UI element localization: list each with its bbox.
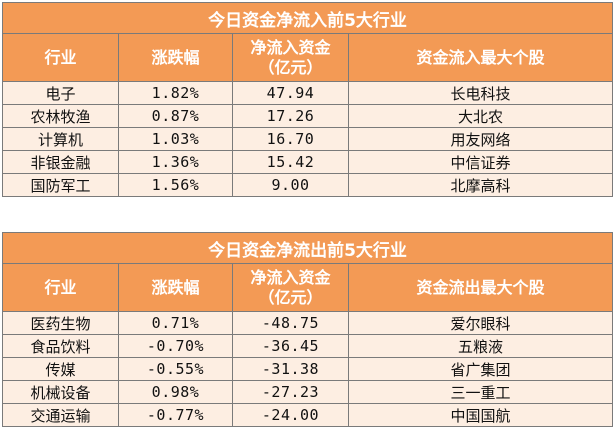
inflow-table: 今日资金净流入前5大行业 行业 涨跌幅 净流入资金 （亿元） 资金流入最大个股 …: [1, 2, 614, 197]
net-cell: 9.00: [232, 173, 349, 197]
outflow-header-net: 净流入资金 （亿元）: [232, 263, 349, 312]
stock-cell: 中信证券: [347, 150, 614, 174]
change-cell: -0.55%: [118, 357, 233, 381]
change-cell: -0.70%: [118, 334, 233, 358]
net-cell: -24.00: [232, 403, 349, 427]
outflow-header-net-line1: 净流入资金: [250, 267, 331, 287]
stock-cell: 省广集团: [347, 357, 614, 381]
inflow-header-change: 涨跌幅: [118, 33, 233, 82]
industry-cell: 国防军工: [2, 173, 119, 197]
inflow-table-title: 今日资金净流入前5大行业: [1, 2, 614, 34]
outflow-header-stock: 资金流出最大个股: [347, 263, 614, 312]
industry-cell: 交通运输: [2, 403, 119, 427]
industry-cell: 计算机: [2, 127, 119, 151]
net-cell: -48.75: [232, 311, 349, 335]
outflow-header-net-line2: （亿元）: [258, 287, 323, 307]
net-cell: 15.42: [232, 150, 349, 174]
inflow-header-net-line1: 净流入资金: [250, 37, 331, 57]
net-cell: 47.94: [232, 81, 349, 105]
net-cell: -27.23: [232, 380, 349, 404]
stock-cell: 爱尔眼科: [347, 311, 614, 335]
stock-cell: 五粮液: [347, 334, 614, 358]
table-row: 交通运输 -0.77% -24.00 中国国航: [2, 403, 614, 427]
industry-cell: 非银金融: [2, 150, 119, 174]
table-row: 农林牧渔 0.87% 17.26 大北农: [2, 104, 614, 128]
change-cell: 1.36%: [118, 150, 233, 174]
table-row: 医药生物 0.71% -48.75 爱尔眼科: [2, 311, 614, 335]
table-row: 计算机 1.03% 16.70 用友网络: [2, 127, 614, 151]
change-cell: 1.82%: [118, 81, 233, 105]
table-row: 电子 1.82% 47.94 长电科技: [2, 81, 614, 105]
outflow-header-industry: 行业: [2, 263, 119, 312]
stock-cell: 北摩高科: [347, 173, 614, 197]
outflow-table-title: 今日资金净流出前5大行业: [1, 232, 614, 264]
net-cell: 16.70: [232, 127, 349, 151]
outflow-header-change: 涨跌幅: [118, 263, 233, 312]
inflow-header-industry: 行业: [2, 33, 119, 82]
stock-cell: 长电科技: [347, 81, 614, 105]
stock-cell: 用友网络: [347, 127, 614, 151]
change-cell: 0.98%: [118, 380, 233, 404]
table-row: 国防军工 1.56% 9.00 北摩高科: [2, 173, 614, 197]
table-row: 食品饮料 -0.70% -36.45 五粮液: [2, 334, 614, 358]
inflow-header-net-line2: （亿元）: [258, 57, 323, 77]
change-cell: 1.03%: [118, 127, 233, 151]
stock-cell: 中国国航: [347, 403, 614, 427]
net-cell: -36.45: [232, 334, 349, 358]
industry-cell: 医药生物: [2, 311, 119, 335]
net-cell: -31.38: [232, 357, 349, 381]
table-row: 传媒 -0.55% -31.38 省广集团: [2, 357, 614, 381]
stock-cell: 大北农: [347, 104, 614, 128]
stock-cell: 三一重工: [347, 380, 614, 404]
industry-cell: 农林牧渔: [2, 104, 119, 128]
inflow-header-net: 净流入资金 （亿元）: [232, 33, 349, 82]
change-cell: -0.77%: [118, 403, 233, 427]
inflow-header-stock: 资金流入最大个股: [347, 33, 614, 82]
industry-cell: 食品饮料: [2, 334, 119, 358]
industry-cell: 机械设备: [2, 380, 119, 404]
outflow-table: 今日资金净流出前5大行业 行业 涨跌幅 净流入资金 （亿元） 资金流出最大个股 …: [1, 232, 614, 427]
change-cell: 0.71%: [118, 311, 233, 335]
change-cell: 1.56%: [118, 173, 233, 197]
industry-cell: 电子: [2, 81, 119, 105]
table-row: 机械设备 0.98% -27.23 三一重工: [2, 380, 614, 404]
net-cell: 17.26: [232, 104, 349, 128]
change-cell: 0.87%: [118, 104, 233, 128]
table-row: 非银金融 1.36% 15.42 中信证券: [2, 150, 614, 174]
industry-cell: 传媒: [2, 357, 119, 381]
